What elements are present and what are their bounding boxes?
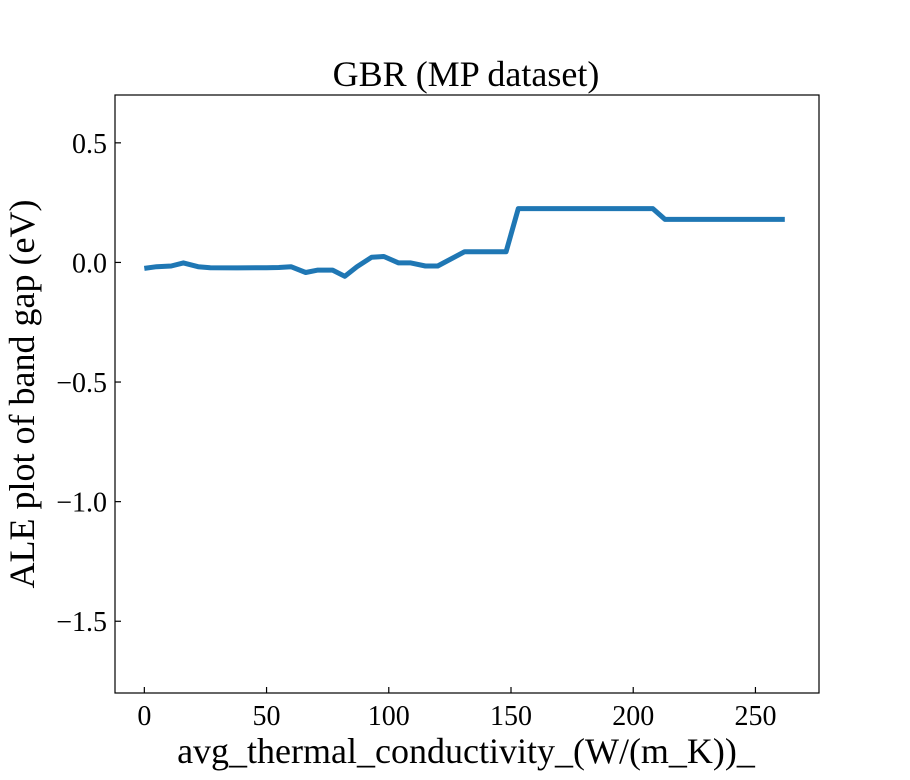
x-axis-title: avg_thermal_conductivity_(W/(m_K))_ (177, 731, 756, 771)
x-tick-label: 0 (137, 701, 151, 732)
y-axis-title: ALE plot of band gap (eV) (2, 200, 42, 589)
x-tick-label: 100 (368, 701, 410, 732)
chart-title: GBR (MP dataset) (333, 54, 600, 94)
x-tick-label: 250 (734, 701, 776, 732)
plot-frame (114, 94, 820, 694)
y-tick-label: −1.0 (56, 488, 107, 519)
y-tick-label: 0.5 (72, 129, 107, 160)
y-tick-label: −1.5 (56, 607, 107, 638)
x-tick-label: 150 (490, 701, 532, 732)
x-axis-ticks: 0 50 100 150 200 250 (137, 687, 776, 732)
y-tick-label: −0.5 (56, 368, 107, 399)
x-tick-label: 50 (253, 701, 281, 732)
y-axis-ticks: 0.5 0.0 −0.5 −1.0 −1.5 (56, 129, 121, 638)
x-tick-label: 200 (612, 701, 654, 732)
ale-series-line (143, 206, 785, 279)
y-tick-label: 0.0 (72, 248, 107, 279)
